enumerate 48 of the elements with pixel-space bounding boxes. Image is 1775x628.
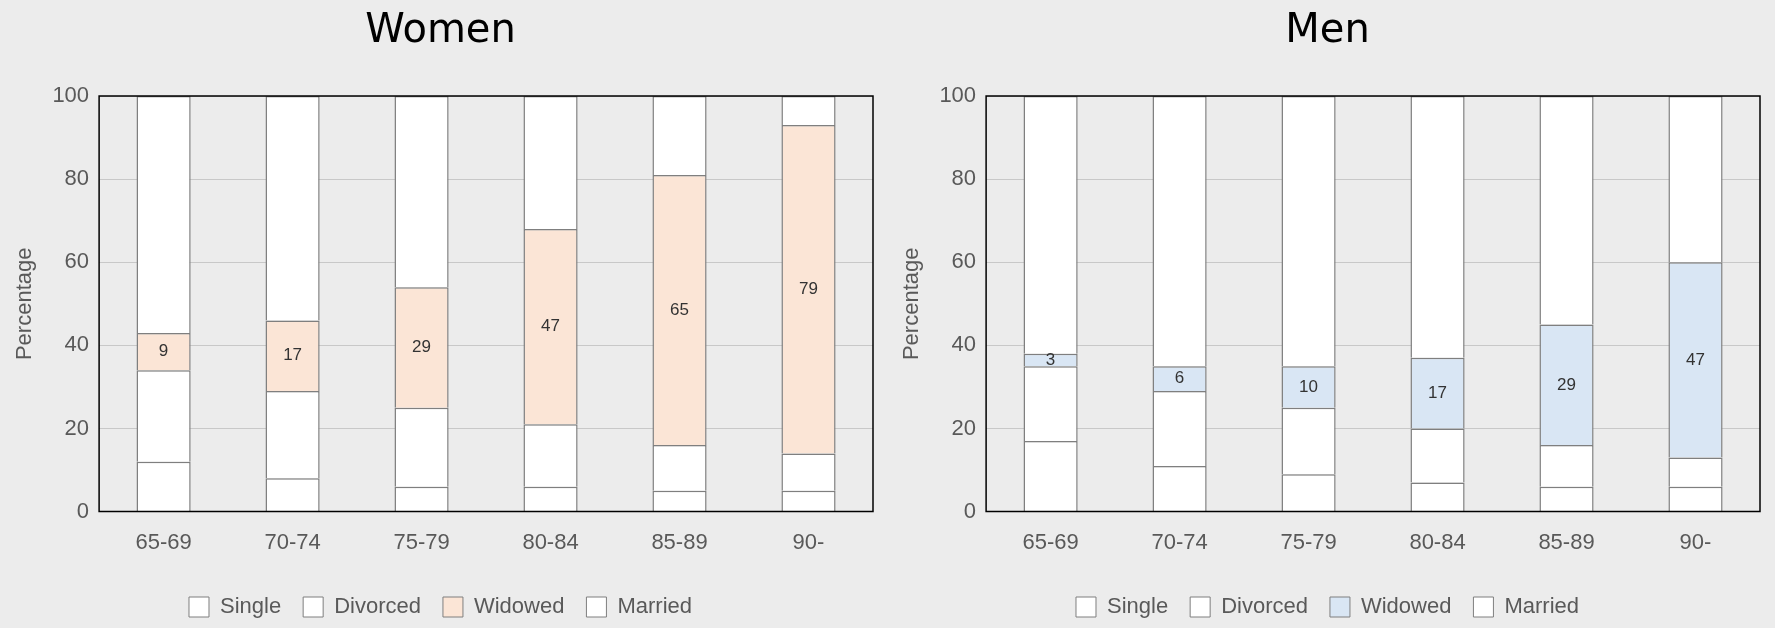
- legend-label: Divorced: [1221, 593, 1308, 619]
- x-tick-label: 70-74: [1151, 528, 1208, 554]
- y-tick-label: 20: [64, 414, 90, 440]
- data-label: 29: [412, 337, 432, 357]
- x-tick-label: 75-79: [393, 528, 450, 554]
- y-tick-label: 40: [64, 331, 90, 357]
- legend-label: Single: [219, 593, 282, 619]
- y-axis-title: Percentage: [898, 247, 924, 361]
- chart-title: Women: [365, 5, 516, 52]
- y-axis-title: Percentage: [11, 247, 37, 361]
- data-label: 29: [1557, 374, 1576, 394]
- x-tick-label: 65-69: [1022, 528, 1079, 554]
- y-tick-label: 20: [951, 414, 977, 440]
- y-tick-label: 0: [963, 497, 977, 523]
- data-label: 47: [1686, 349, 1705, 369]
- data-label: 47: [541, 316, 561, 336]
- legend-label: Married: [1504, 593, 1580, 619]
- y-tick-label: 100: [52, 82, 90, 108]
- legend-label: Divorced: [334, 593, 421, 619]
- x-tick-label: 65-69: [135, 528, 192, 554]
- data-label: 9: [158, 341, 169, 361]
- legend-label: Widowed: [473, 593, 565, 619]
- x-tick-label: 80-84: [522, 528, 579, 554]
- data-label: 17: [283, 345, 303, 365]
- data-label: 65: [670, 299, 689, 319]
- x-tick-label: 70-74: [264, 528, 321, 554]
- legend-label: Married: [617, 593, 693, 619]
- legend-label: Single: [1106, 593, 1169, 619]
- x-tick-label: 85-89: [1538, 528, 1595, 554]
- y-tick-label: 80: [64, 165, 90, 191]
- data-label: 3: [1045, 349, 1056, 369]
- x-tick-label: 90-: [792, 528, 825, 554]
- y-tick-label: 40: [951, 331, 977, 357]
- y-tick-label: 100: [939, 82, 977, 108]
- x-tick-label: 75-79: [1280, 528, 1337, 554]
- data-label: 17: [1428, 382, 1448, 402]
- y-tick-label: 60: [64, 248, 90, 274]
- x-tick-label: 90-: [1679, 528, 1712, 554]
- chart-title: Men: [1285, 5, 1370, 52]
- y-tick-label: 80: [951, 165, 977, 191]
- legend-label: Widowed: [1360, 593, 1452, 619]
- data-label: 79: [799, 278, 818, 298]
- y-tick-label: 60: [951, 248, 977, 274]
- x-tick-label: 85-89: [651, 528, 708, 554]
- data-label: 10: [1299, 376, 1319, 396]
- y-tick-label: 0: [76, 497, 90, 523]
- x-tick-label: 80-84: [1409, 528, 1466, 554]
- data-label: 6: [1174, 368, 1185, 388]
